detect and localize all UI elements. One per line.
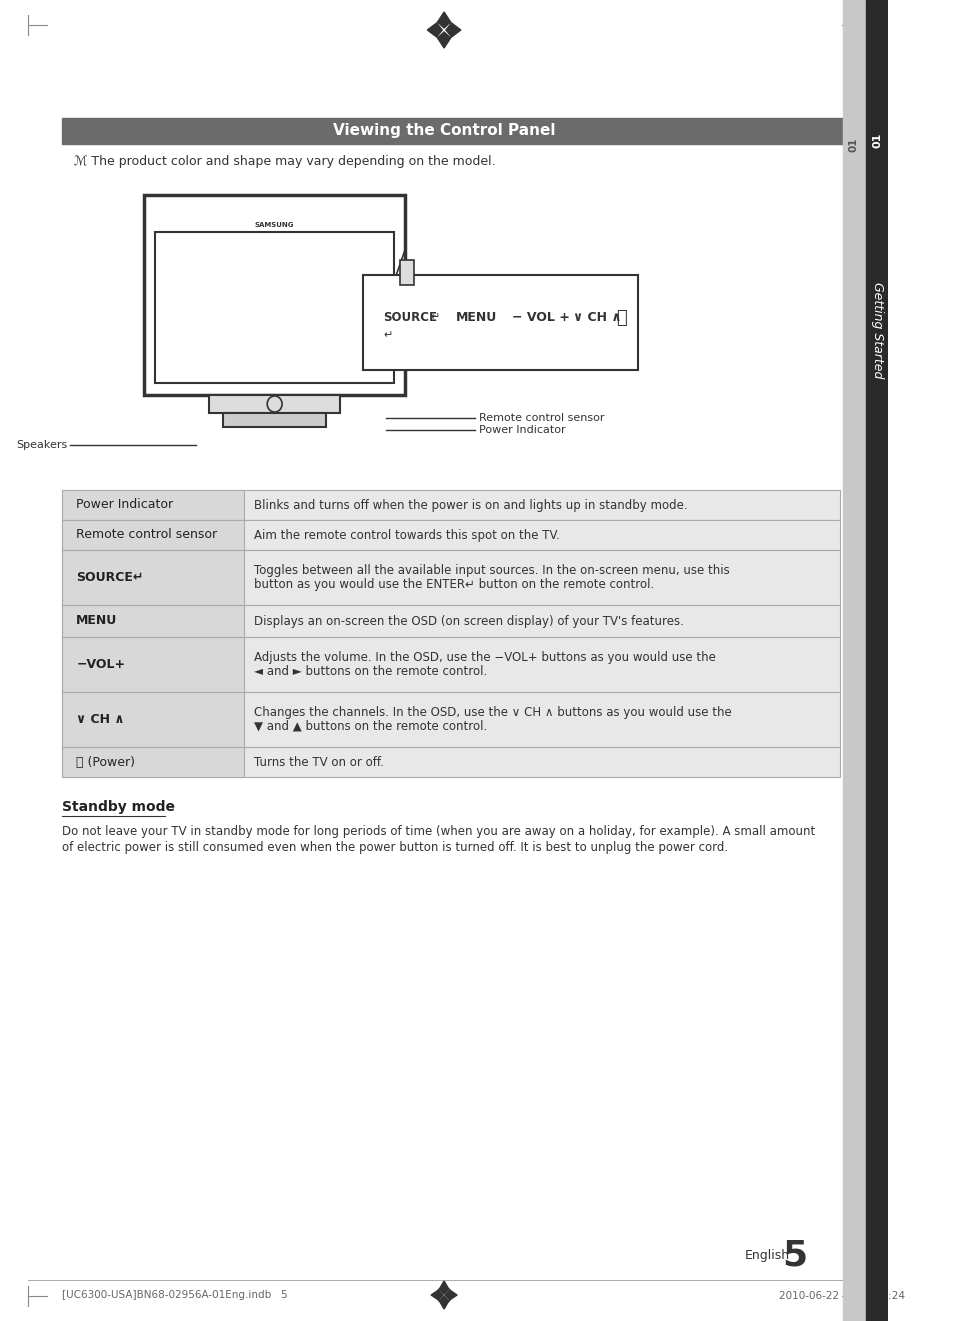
Bar	[62, 118, 841, 144]
Bar	[62, 605, 244, 637]
Polygon shape	[445, 22, 460, 37]
Polygon shape	[427, 22, 442, 37]
Text: Changes the channels. In the OSD, use the ∨ CH ∧ buttons as you would use the: Changes the channels. In the OSD, use th…	[253, 705, 731, 719]
Text: Do not leave your TV in standby mode for long periods of time (when you are away: Do not leave your TV in standby mode for…	[62, 826, 815, 839]
Bar	[210, 395, 339, 413]
Text: Speakers: Speakers	[16, 440, 67, 450]
Text: − VOL +: − VOL +	[512, 310, 569, 324]
Bar	[62, 520, 244, 550]
Polygon shape	[439, 1296, 448, 1309]
Text: ⏻ (Power): ⏻ (Power)	[76, 756, 135, 769]
Text: of electric power is still consumed even when the power button is turned off. It: of electric power is still consumed even…	[62, 841, 728, 855]
Text: Toggles between all the available input sources. In the on-screen menu, use this: Toggles between all the available input …	[253, 564, 729, 577]
Text: SAMSUNG: SAMSUNG	[254, 222, 294, 229]
Text: MENU: MENU	[76, 614, 117, 627]
Bar	[62, 520, 839, 550]
Bar	[865, 0, 887, 1321]
Polygon shape	[437, 32, 450, 48]
Bar	[62, 637, 244, 692]
Text: Power Indicator: Power Indicator	[479, 425, 565, 435]
Text: SOURCE: SOURCE	[383, 310, 437, 324]
Bar	[223, 413, 326, 427]
Text: ↵: ↵	[383, 330, 393, 341]
Bar	[62, 692, 244, 746]
Bar	[62, 490, 244, 520]
Circle shape	[267, 396, 282, 412]
Text: ℳ The product color and shape may vary depending on the model.: ℳ The product color and shape may vary d…	[74, 156, 496, 169]
Bar	[62, 692, 839, 746]
Text: Displays an on-screen the OSD (on screen display) of your TV's features.: Displays an on-screen the OSD (on screen…	[253, 614, 683, 627]
Text: ↵: ↵	[430, 313, 439, 322]
Text: −VOL+: −VOL+	[76, 658, 126, 671]
Text: Remote control sensor: Remote control sensor	[76, 528, 217, 542]
Text: ∨ CH ∧: ∨ CH ∧	[572, 310, 620, 324]
Bar	[155, 232, 394, 383]
Text: Aim the remote control towards this spot on the TV.: Aim the remote control towards this spot…	[253, 528, 559, 542]
Polygon shape	[439, 1281, 448, 1295]
Polygon shape	[437, 12, 450, 28]
Text: ▼ and ▲ buttons on the remote control.: ▼ and ▲ buttons on the remote control.	[253, 720, 487, 733]
Bar	[62, 550, 839, 605]
Polygon shape	[444, 1291, 456, 1300]
Bar	[62, 637, 839, 692]
Text: SOURCE↵: SOURCE↵	[76, 571, 144, 584]
Text: ⏻: ⏻	[616, 309, 626, 326]
Text: Blinks and turns off when the power is on and lights up in standby mode.: Blinks and turns off when the power is o…	[253, 498, 687, 511]
Bar	[841, 0, 865, 1321]
Bar	[62, 605, 839, 637]
Bar	[363, 275, 637, 370]
Text: 01: 01	[848, 137, 858, 152]
Bar	[144, 196, 405, 395]
Text: English: English	[744, 1248, 789, 1262]
Text: Viewing the Control Panel: Viewing the Control Panel	[333, 123, 555, 139]
Bar	[62, 490, 839, 520]
Text: Getting Started: Getting Started	[869, 281, 882, 378]
Text: ◄ and ► buttons on the remote control.: ◄ and ► buttons on the remote control.	[253, 664, 487, 678]
Text: 5: 5	[781, 1238, 806, 1272]
Text: [UC6300-USA]BN68-02956A-01Eng.indb   5: [UC6300-USA]BN68-02956A-01Eng.indb 5	[62, 1291, 288, 1300]
Text: button as you would use the ENTER↵ button on the remote control.: button as you would use the ENTER↵ butto…	[253, 579, 654, 590]
Bar	[400, 260, 414, 285]
Text: Adjusts the volume. In the OSD, use the −VOL+ buttons as you would use the: Adjusts the volume. In the OSD, use the …	[253, 651, 716, 664]
Text: 01: 01	[871, 132, 882, 148]
Text: ∨ CH ∧: ∨ CH ∧	[76, 713, 125, 727]
Bar	[62, 746, 839, 777]
Text: MENU: MENU	[456, 310, 497, 324]
Text: Remote control sensor: Remote control sensor	[479, 413, 604, 423]
Text: Standby mode: Standby mode	[62, 801, 175, 814]
Text: Turns the TV on or off.: Turns the TV on or off.	[253, 756, 384, 769]
Bar	[62, 746, 244, 777]
Text: 2010-06-22   오전 8:56:24: 2010-06-22 오전 8:56:24	[779, 1291, 904, 1300]
Polygon shape	[431, 1291, 443, 1300]
Text: Power Indicator: Power Indicator	[76, 498, 173, 511]
Bar	[62, 550, 244, 605]
